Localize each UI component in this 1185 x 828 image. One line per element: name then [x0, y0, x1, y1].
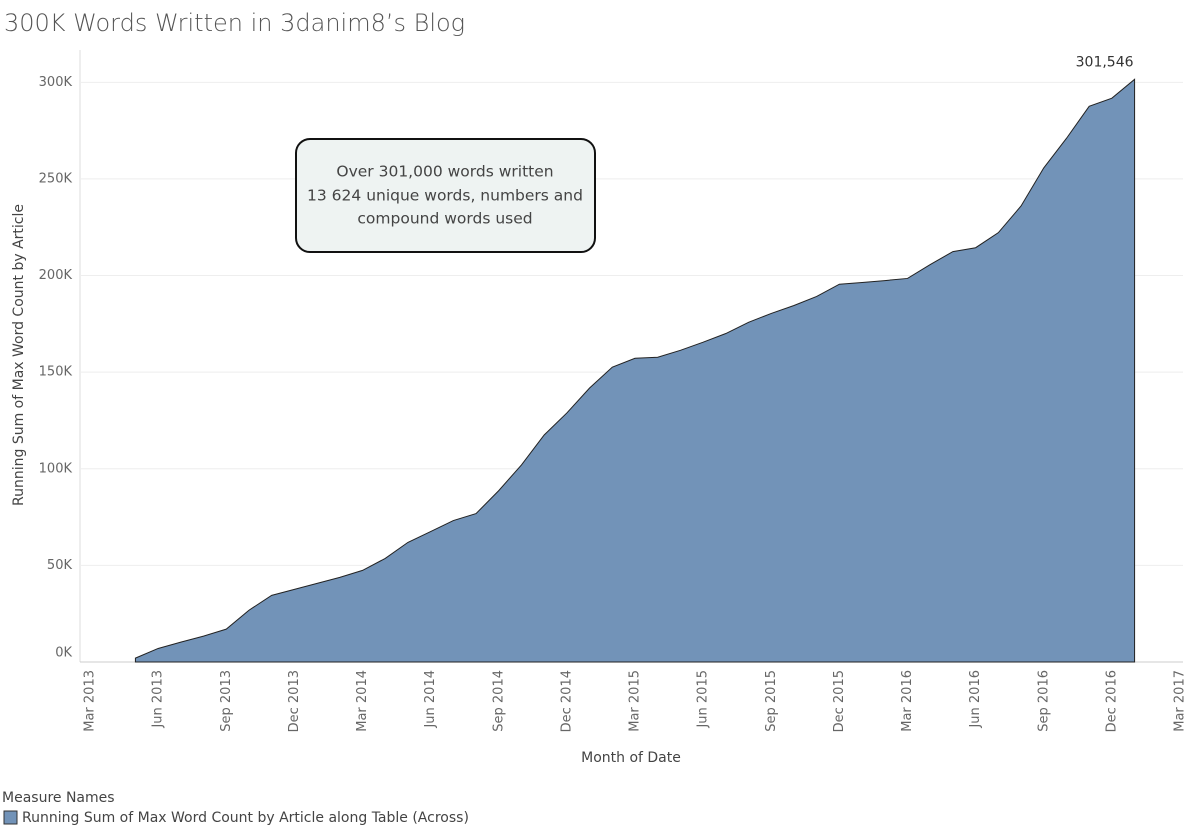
annotation: compound words used [357, 210, 532, 228]
y-tick-label: 150K [39, 365, 73, 380]
y-tick-label: 100K [39, 461, 73, 476]
x-tick-label: Dec 2016 [1104, 670, 1119, 732]
x-tick-label: Sep 2016 [1036, 670, 1051, 732]
x-tick-label: Jun 2013 [151, 670, 166, 729]
annotation-box [295, 138, 596, 253]
x-tick-label: Mar 2016 [900, 670, 915, 732]
y-tick-label: 300K [39, 75, 73, 90]
y-tick-label: 0K [55, 646, 72, 661]
x-tick-label: Dec 2015 [832, 670, 847, 732]
annotation: Over 301,000 words written [336, 163, 553, 181]
legend-label: Running Sum of Max Word Count by Article… [22, 810, 469, 826]
x-tick-label: Dec 2013 [287, 670, 302, 732]
x-tick-label: Mar 2014 [355, 670, 370, 732]
x-tick-label: Sep 2013 [219, 670, 234, 732]
x-tick-label: Sep 2014 [491, 670, 506, 732]
x-tick-label: Dec 2014 [559, 670, 574, 732]
x-tick-label: Jun 2014 [423, 670, 438, 729]
y-tick-label: 250K [39, 171, 73, 186]
x-axis-title: Month of Date [581, 750, 681, 766]
plot-area: 0K 50K 100K 150K 200K 250K 300K Mar 2013 Jun 201… [39, 50, 1185, 732]
x-tick-label: Sep 2015 [764, 670, 779, 732]
y-tick-label: 200K [39, 268, 73, 283]
x-tick-label: Jun 2015 [696, 670, 711, 729]
y-tick-label: 50K [47, 558, 73, 573]
x-tick-label: Jun 2016 [968, 670, 983, 729]
legend-title: Measure Names [2, 790, 115, 806]
chart-title: 300K Words Written in 3danim8’s Blog [4, 9, 465, 37]
x-tick-label: Mar 2013 [83, 670, 98, 732]
x-tick-label: Mar 2017 [1173, 670, 1185, 732]
x-tick-label: Mar 2015 [628, 670, 643, 732]
y-axis-title: Running Sum of Max Word Count by Article [11, 204, 27, 506]
area [134, 78, 1136, 663]
annotation: 13 624 unique words, numbers and [307, 187, 583, 205]
data-label: 301,546 [1076, 54, 1134, 70]
legend-swatch [3, 810, 18, 825]
